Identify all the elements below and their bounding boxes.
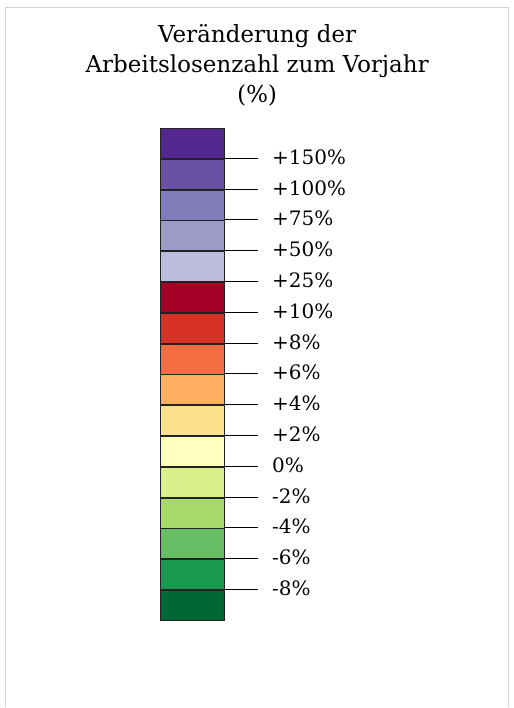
legend-label: +6%: [272, 360, 321, 385]
legend-label: -4%: [272, 514, 311, 539]
legend-label: +150%: [272, 144, 346, 169]
legend-label: 0%: [272, 452, 304, 477]
legend-swatch: [160, 158, 225, 190]
legend-swatch: [160, 189, 225, 221]
legend-tick: [225, 558, 258, 560]
legend-tick: [225, 465, 258, 467]
legend-tick: [225, 219, 258, 221]
legend-swatch: [160, 374, 225, 406]
legend-title: Veränderung der Arbeitslosenzahl zum Vor…: [0, 20, 514, 110]
legend-tick: [225, 496, 258, 498]
legend-tick: [225, 373, 258, 375]
legend-label: +4%: [272, 391, 321, 416]
legend-tick: [225, 342, 258, 344]
legend-swatch: [160, 282, 225, 313]
legend-swatch: [160, 497, 225, 529]
legend-label: +8%: [272, 329, 321, 354]
legend-tick: [225, 527, 258, 529]
legend-label: +100%: [272, 175, 346, 200]
legend-label: -2%: [272, 483, 311, 508]
legend-label: +10%: [272, 298, 334, 323]
legend-tick: [225, 281, 258, 282]
legend-tick: [225, 188, 258, 190]
legend-panel: [5, 7, 509, 707]
legend-label: -6%: [272, 545, 311, 570]
legend-tick: [225, 250, 258, 252]
legend-label: -8%: [272, 576, 311, 600]
legend-title-line-1: Veränderung der: [158, 22, 356, 48]
legend-label: +75%: [272, 206, 334, 231]
legend-tick: [225, 435, 258, 436]
legend-tick: [225, 157, 258, 159]
legend-swatch: [160, 312, 225, 344]
legend-tick: [225, 311, 258, 313]
legend-swatch: [160, 343, 225, 375]
legend-swatch: [160, 128, 225, 159]
legend-swatch: [160, 220, 225, 252]
legend-swatch: [160, 251, 225, 283]
legend-title-line-2: Arbeitslosenzahl zum Vorjahr: [85, 52, 429, 78]
legend-tick: [225, 589, 258, 590]
legend-swatch: [160, 528, 225, 560]
legend-swatch: [160, 590, 225, 621]
legend-swatch: [160, 436, 225, 467]
legend-label: +2%: [272, 422, 321, 446]
legend-swatch: [160, 559, 225, 591]
legend-label: +25%: [272, 268, 334, 292]
legend-title-line-3: (%): [237, 82, 277, 108]
legend-label: +50%: [272, 237, 334, 262]
legend-tick: [225, 404, 258, 406]
legend-swatch: [160, 466, 225, 498]
legend-swatch: [160, 405, 225, 437]
